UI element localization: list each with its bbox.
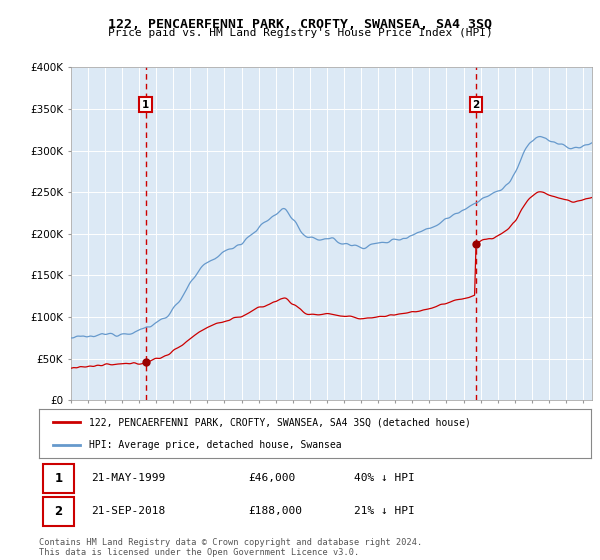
Text: 2: 2 bbox=[472, 100, 479, 110]
Text: 40% ↓ HPI: 40% ↓ HPI bbox=[353, 473, 415, 483]
Text: 21% ↓ HPI: 21% ↓ HPI bbox=[353, 506, 415, 516]
Text: Price paid vs. HM Land Registry's House Price Index (HPI): Price paid vs. HM Land Registry's House … bbox=[107, 28, 493, 38]
Text: £46,000: £46,000 bbox=[249, 473, 296, 483]
Text: 122, PENCAERFENNI PARK, CROFTY, SWANSEA, SA4 3SQ (detached house): 122, PENCAERFENNI PARK, CROFTY, SWANSEA,… bbox=[89, 417, 470, 427]
Text: 1: 1 bbox=[142, 100, 149, 110]
Bar bbox=[43, 497, 74, 526]
Text: 2: 2 bbox=[54, 505, 62, 518]
Text: 1: 1 bbox=[54, 472, 62, 485]
Text: £188,000: £188,000 bbox=[249, 506, 303, 516]
Text: 21-SEP-2018: 21-SEP-2018 bbox=[91, 506, 166, 516]
Text: Contains HM Land Registry data © Crown copyright and database right 2024.
This d: Contains HM Land Registry data © Crown c… bbox=[39, 538, 422, 557]
Text: HPI: Average price, detached house, Swansea: HPI: Average price, detached house, Swan… bbox=[89, 440, 341, 450]
Text: 21-MAY-1999: 21-MAY-1999 bbox=[91, 473, 166, 483]
Text: 122, PENCAERFENNI PARK, CROFTY, SWANSEA, SA4 3SQ: 122, PENCAERFENNI PARK, CROFTY, SWANSEA,… bbox=[108, 18, 492, 31]
Bar bbox=[43, 464, 74, 493]
